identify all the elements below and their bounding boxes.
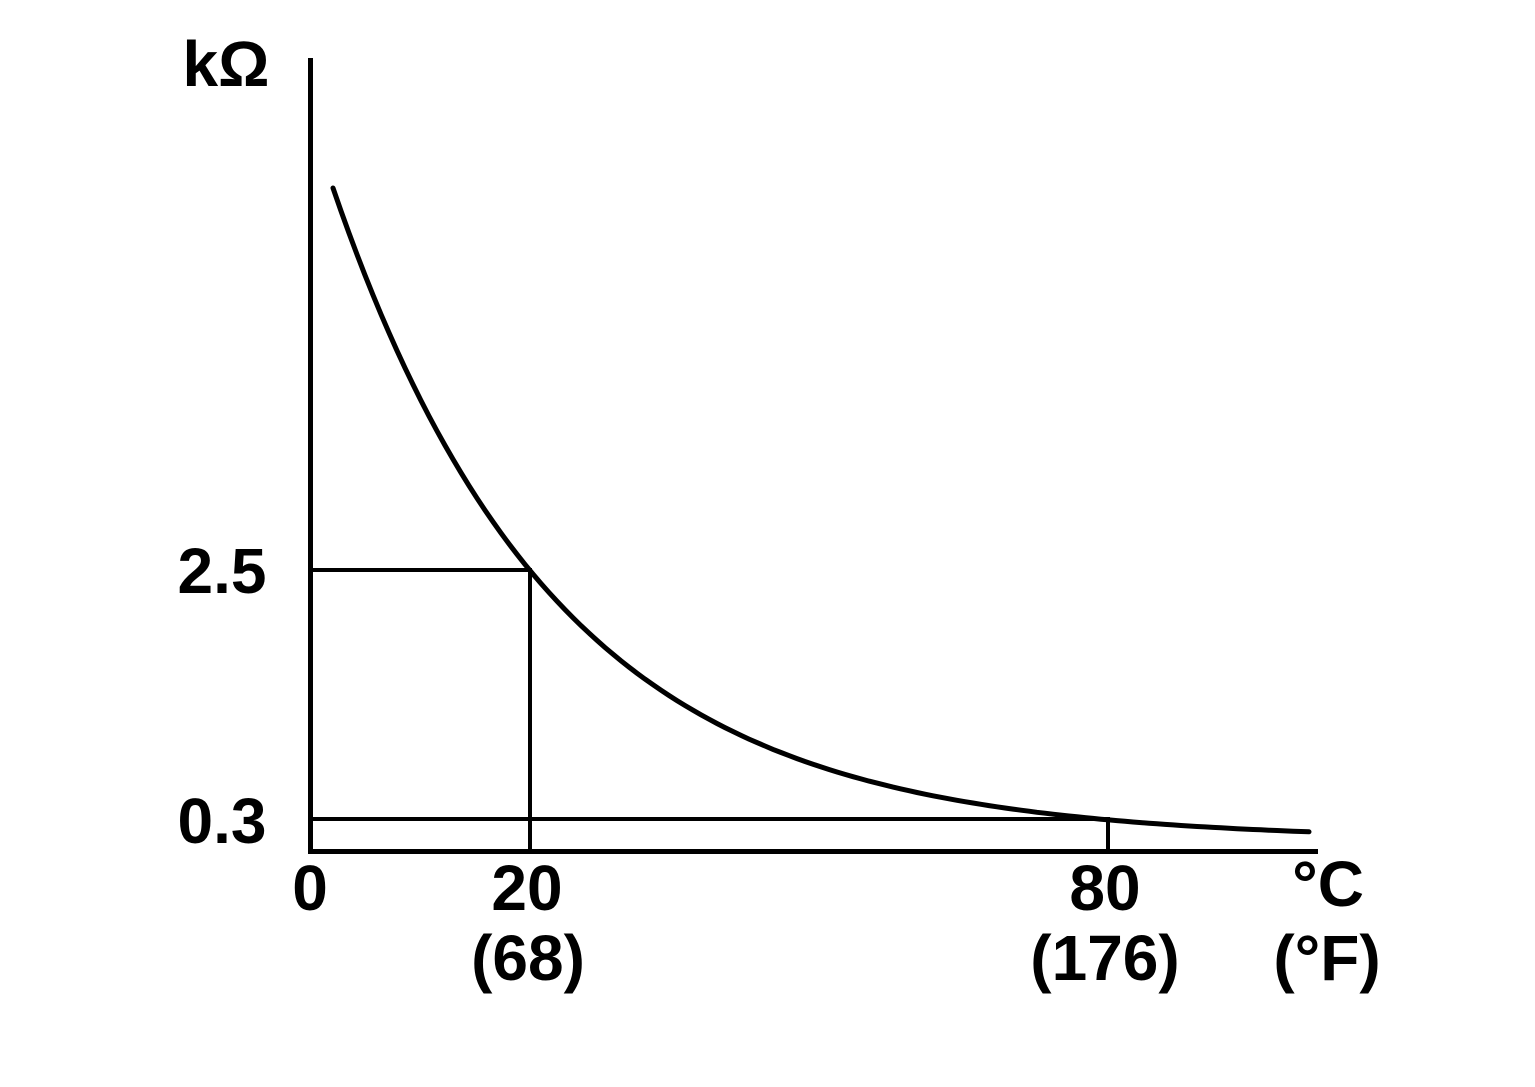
x-tick-20-fahrenheit: (68) bbox=[471, 922, 585, 994]
x-axis bbox=[308, 849, 1318, 854]
y-axis-unit-label: kΩ bbox=[182, 28, 270, 100]
ref-line-2p5-horizontal bbox=[310, 568, 532, 572]
x-axis-unit-fahrenheit: (°F) bbox=[1273, 922, 1381, 994]
x-tick-0: 0 bbox=[292, 852, 328, 924]
y-tick-2p5: 2.5 bbox=[177, 535, 267, 607]
ref-line-20-vertical bbox=[528, 570, 532, 852]
resistance-curve bbox=[330, 185, 1312, 835]
ref-line-80-vertical bbox=[1106, 819, 1110, 852]
x-tick-80-fahrenheit: (176) bbox=[1030, 922, 1180, 994]
y-axis bbox=[308, 58, 313, 854]
x-tick-20: 20 bbox=[491, 852, 563, 924]
x-tick-80: 80 bbox=[1069, 852, 1141, 924]
ref-line-0p3-horizontal bbox=[310, 817, 1110, 821]
x-axis-unit-celsius: °C bbox=[1292, 848, 1364, 920]
y-tick-0p3: 0.3 bbox=[177, 785, 267, 857]
